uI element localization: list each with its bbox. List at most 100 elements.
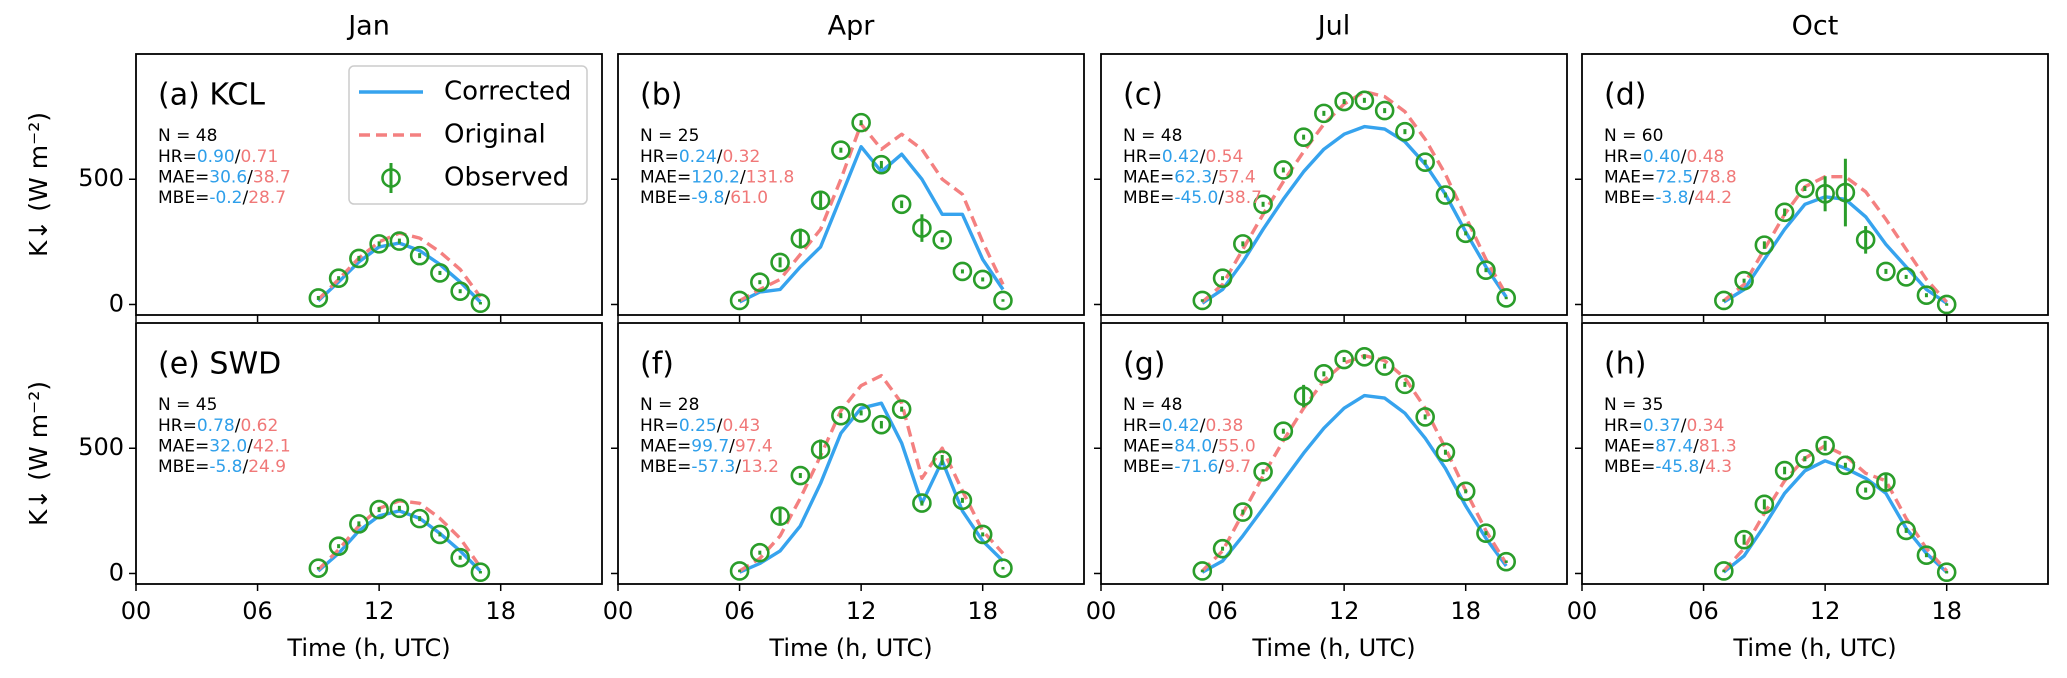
x-tick-label: 00 <box>603 597 634 625</box>
observed-point <box>1496 288 1517 308</box>
observed-point <box>1916 545 1937 565</box>
observed-point <box>1415 152 1435 173</box>
observed-point <box>389 498 410 519</box>
observed-point <box>1835 455 1856 476</box>
observed-point <box>1293 127 1314 147</box>
panel-title: Jan <box>346 11 390 42</box>
observed-point <box>790 465 811 486</box>
stat-label: MBE= <box>158 457 209 477</box>
stat-n: N = 28 <box>640 395 699 415</box>
stat-sep: / <box>735 457 741 477</box>
axes-frame <box>135 53 603 316</box>
stat-row: MBE=-9.8/61.0 <box>640 188 768 208</box>
observed-point <box>1774 460 1795 481</box>
legend-swatch <box>381 168 401 188</box>
axes-frame <box>1100 322 1568 585</box>
stat-sep: / <box>1212 437 1218 457</box>
observed-point <box>1233 234 1253 254</box>
stat-n: N = 60 <box>1604 126 1663 146</box>
legend-label: Corrected <box>444 77 571 107</box>
stat-original: 4.3 <box>1705 457 1732 477</box>
observed-point <box>1754 494 1775 515</box>
corrected-line <box>1722 195 1948 305</box>
observed-point <box>952 490 973 511</box>
stat-row: MAE=32.0/42.1 <box>158 437 291 457</box>
x-tick-label: 06 <box>242 597 273 625</box>
legend-label: Original <box>444 120 546 150</box>
corrected-line <box>1722 459 1948 574</box>
stat-sep: / <box>1218 188 1224 208</box>
stat-row: MAE=72.5/78.8 <box>1604 168 1737 188</box>
stat-label: HR= <box>1123 416 1162 436</box>
stat-corrected: 0.40 <box>1643 147 1681 167</box>
observed-point <box>1192 561 1213 581</box>
observed-point <box>1435 185 1456 205</box>
observed-point <box>1876 261 1896 282</box>
stat-original: 9.7 <box>1224 457 1251 477</box>
panel-title: Oct <box>1792 11 1839 42</box>
observed-point <box>1476 523 1496 543</box>
observed-point <box>851 112 871 133</box>
stat-original: 0.38 <box>1205 416 1243 436</box>
legend-box <box>348 65 588 205</box>
observed-point <box>750 542 770 563</box>
observed-point <box>1273 421 1294 442</box>
stat-row: MAE=120.2/131.8 <box>640 168 794 188</box>
stat-row: HR=0.42/0.38 <box>1123 416 1243 436</box>
observed-point <box>1395 374 1415 395</box>
y-tick-label: 0 <box>109 289 124 317</box>
x-tick-label: 18 <box>967 597 998 625</box>
observed-point <box>851 403 871 423</box>
stat-label: MBE= <box>640 457 691 477</box>
x-tick-label: 00 <box>1567 597 1598 625</box>
stat-corrected: 0.42 <box>1162 147 1200 167</box>
corrected-line <box>738 401 1005 574</box>
original-line <box>1722 175 1948 304</box>
stat-sep: / <box>740 168 746 188</box>
stat-label: MAE= <box>1123 168 1174 188</box>
stat-row: HR=0.40/0.48 <box>1604 147 1724 167</box>
observed-point <box>1273 160 1294 180</box>
panel-label: (b) <box>640 78 682 113</box>
original-line <box>738 373 1005 573</box>
stat-corrected: 99.7 <box>691 437 729 457</box>
observed-point <box>1734 270 1754 291</box>
stat-sep: / <box>1681 147 1687 167</box>
observed-point <box>1896 520 1916 541</box>
observed-point <box>1714 561 1734 581</box>
observed-point <box>308 558 329 579</box>
x-axis-label: Time (h, UTC) <box>1732 634 1896 662</box>
stat-sep: / <box>1693 168 1699 188</box>
stat-row: MBE=-5.8/24.9 <box>158 457 286 477</box>
stat-sep: / <box>1699 457 1705 477</box>
stat-row: HR=0.78/0.62 <box>158 416 278 436</box>
stat-sep: / <box>1689 188 1695 208</box>
x-tick-label: 18 <box>1450 597 1481 625</box>
stat-label: MBE= <box>1123 188 1174 208</box>
stat-corrected: 0.24 <box>679 147 717 167</box>
stat-sep: / <box>235 416 241 436</box>
stat-original: 0.71 <box>240 147 278 167</box>
observed-point <box>389 231 410 251</box>
observed-point <box>1253 194 1273 215</box>
stat-n: N = 25 <box>640 126 699 146</box>
stat-label: HR= <box>158 147 197 167</box>
observed-point <box>1334 349 1354 370</box>
stat-sep: / <box>1200 147 1206 167</box>
stat-n: N = 35 <box>1604 395 1663 415</box>
axes-frame <box>617 322 1085 585</box>
legend-label: Observed <box>444 163 569 193</box>
observed-point <box>470 562 491 583</box>
stat-original: 42.1 <box>253 437 291 457</box>
stat-original: 0.34 <box>1686 416 1724 436</box>
observed-point <box>1855 480 1876 500</box>
observed-point <box>369 499 389 520</box>
observed-point <box>1815 435 1835 456</box>
panel-label: (h) <box>1604 347 1646 382</box>
observed-point <box>1734 529 1754 550</box>
observed-point <box>430 524 450 545</box>
observed-point <box>349 514 369 534</box>
stat-sep: / <box>1200 416 1206 436</box>
y-tick-label: 0 <box>109 558 124 586</box>
x-axis-label: Time (h, UTC) <box>286 634 450 662</box>
